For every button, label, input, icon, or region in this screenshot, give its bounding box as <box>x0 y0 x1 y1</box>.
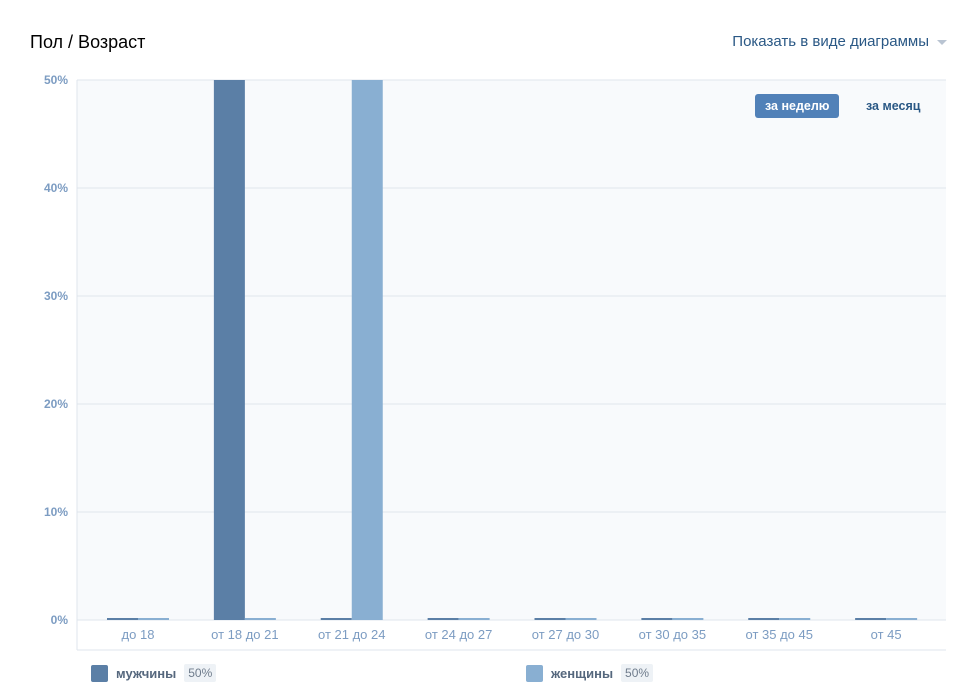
y-tick-label: 10% <box>44 505 68 519</box>
bar-men <box>320 618 352 620</box>
x-tick-label: от 45 <box>871 627 902 642</box>
view-toggle-dropdown[interactable]: Показать в виде диаграммы <box>732 33 947 50</box>
x-tick-label: от 27 до 30 <box>532 627 599 642</box>
bar-women <box>138 618 169 620</box>
legend-value-women: 50% <box>621 664 654 682</box>
legend-swatch-men <box>91 664 108 682</box>
plot-area <box>77 80 946 620</box>
bar-men <box>855 618 887 620</box>
bar-men <box>427 618 459 620</box>
legend-swatch-women <box>526 664 543 682</box>
y-tick-label: 50% <box>44 73 68 87</box>
bar-men <box>641 618 673 620</box>
legend-item-women[interactable]: женщины 50% <box>526 664 654 682</box>
y-tick-label: 40% <box>44 181 68 195</box>
legend-label-men: мужчины <box>116 665 177 681</box>
bar-women <box>458 618 490 620</box>
chevron-down-icon <box>937 40 947 45</box>
bar-women <box>886 618 918 620</box>
bar-women <box>779 618 811 620</box>
x-tick-label: до 18 <box>122 627 155 642</box>
bar-men <box>213 80 245 620</box>
bar-men <box>534 618 566 620</box>
bar-women <box>672 618 704 620</box>
bar-women <box>565 618 597 620</box>
bar-men <box>107 618 138 620</box>
x-tick-label: от 21 до 24 <box>318 627 385 642</box>
y-tick-label: 0% <box>51 613 69 627</box>
bar-chart: 0% 10% 20% 30% 40% 50% до 18 от 18 до 21 от 21 д… <box>44 73 946 651</box>
legend: мужчины 50% женщины 50% <box>0 660 969 690</box>
bar-women <box>351 80 383 620</box>
x-tick-label: от 18 до 21 <box>211 627 278 642</box>
x-tick-label: от 35 до 45 <box>746 627 813 642</box>
legend-item-men[interactable]: мужчины 50% <box>91 664 217 682</box>
x-tick-label: от 30 до 35 <box>639 627 706 642</box>
view-toggle-label: Показать в виде диаграммы <box>732 33 929 50</box>
legend-label-women: женщины <box>551 665 614 681</box>
bar-men <box>748 618 780 620</box>
bar-women <box>244 618 276 620</box>
period-month-button[interactable]: за месяц <box>866 99 921 113</box>
chart-title: Пол / Возраст <box>30 32 146 52</box>
y-tick-label: 30% <box>44 289 68 303</box>
y-tick-label: 20% <box>44 397 68 411</box>
period-week-button[interactable]: за неделю <box>755 94 840 118</box>
x-tick-label: от 24 до 27 <box>425 627 492 642</box>
legend-value-men: 50% <box>184 664 217 682</box>
